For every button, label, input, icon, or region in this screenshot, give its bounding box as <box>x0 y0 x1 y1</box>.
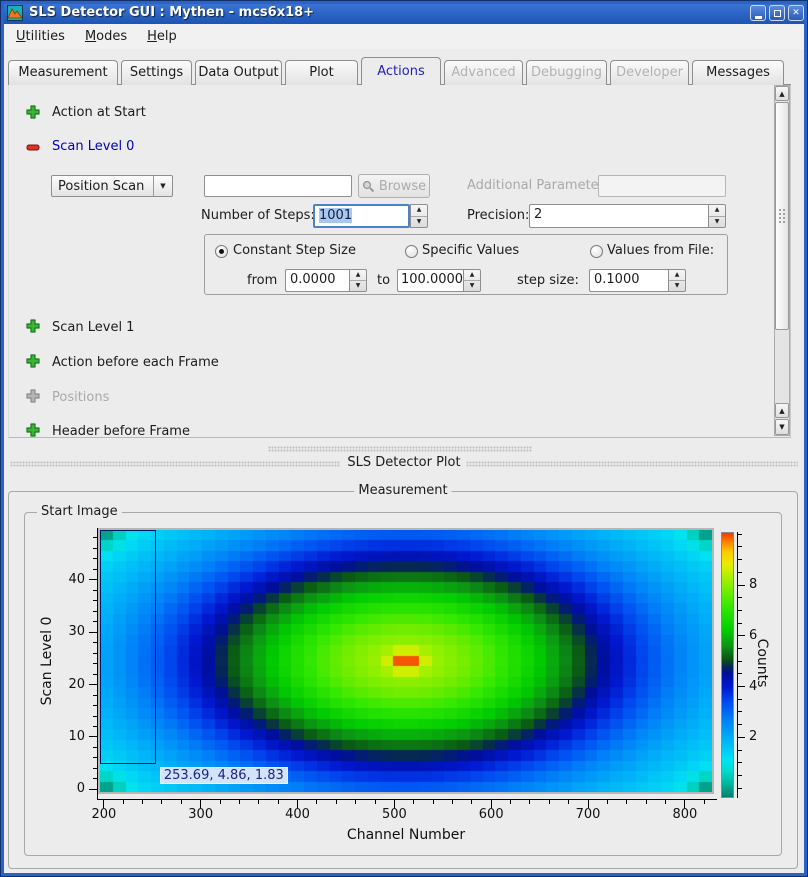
action-row-action-at-start[interactable]: Action at Start <box>52 105 146 120</box>
spin-up-icon[interactable]: ▲ <box>411 205 427 217</box>
menu-bar: Utilities Modes Help <box>4 24 804 49</box>
scrollbar-thumb[interactable] <box>775 102 789 330</box>
step-size-label: step size: <box>517 273 579 288</box>
scroll-up-button-2[interactable]: ▲ <box>775 403 789 418</box>
tab-actions[interactable]: Actions <box>361 57 441 85</box>
scrollbar-grip <box>778 208 787 224</box>
cursor-position-readout: 253.69, 4.86, 1.83 <box>160 767 288 784</box>
number-of-steps-spinbox[interactable]: 1001 ▲▼ <box>313 204 428 228</box>
scroll-up-icon: ▲ <box>779 407 784 415</box>
action-row-positions: Positions <box>52 390 109 405</box>
additional-parameter-input <box>598 175 726 197</box>
expand-plus-icon-disabled <box>25 388 41 404</box>
browse-button: Browse <box>358 174 430 198</box>
additional-parameter-label: Additional Parameter: <box>467 178 608 193</box>
zoom-selection-rect <box>100 530 156 764</box>
precision-value[interactable]: 2 <box>529 204 708 228</box>
spin-down-icon[interactable]: ▼ <box>669 281 685 291</box>
spin-down-icon[interactable]: ▼ <box>709 217 725 228</box>
splitter-handle[interactable] <box>268 446 532 452</box>
expand-plus-icon[interactable] <box>25 353 41 369</box>
plot-dock-title: SLS Detector Plot <box>0 455 808 470</box>
action-row-header-before-frame[interactable]: Header before Frame <box>52 424 190 439</box>
measurement-group-title: Measurement <box>354 483 451 498</box>
spin-down-icon[interactable]: ▼ <box>350 281 366 291</box>
from-value[interactable]: 0.0000 <box>285 269 349 292</box>
scan-mode-value: Position Scan <box>52 179 153 194</box>
precision-spinbox[interactable]: 2 ▲▼ <box>529 204 726 228</box>
magnifier-icon <box>362 180 375 193</box>
radio-specific-values[interactable] <box>405 245 418 258</box>
scan-mode-select[interactable]: Position Scan ▼ <box>51 175 173 197</box>
colorbar <box>721 532 734 798</box>
spin-up-icon[interactable]: ▲ <box>709 205 725 217</box>
browse-label: Browse <box>379 179 426 194</box>
title-bar[interactable]: SLS Detector GUI : Mythen - mcs6x18+ ✕ <box>1 1 807 24</box>
menu-utilities[interactable]: Utilities <box>8 27 73 46</box>
tab-data-output[interactable]: Data Output <box>195 60 282 85</box>
tab-bar: Measurement Settings Data Output Plot Ac… <box>8 57 787 85</box>
action-row-scan-level-0[interactable]: Scan Level 0 <box>52 139 134 154</box>
spin-up-icon[interactable]: ▲ <box>464 270 480 281</box>
scroll-up-icon: ▲ <box>779 90 784 98</box>
from-spinbox[interactable]: 0.0000 ▲▼ <box>285 269 367 292</box>
tab-developer: Developer <box>610 60 689 85</box>
spin-down-icon[interactable]: ▼ <box>411 217 427 228</box>
spin-up-icon[interactable]: ▲ <box>350 270 366 281</box>
window-title: SLS Detector GUI : Mythen - mcs6x18+ <box>29 5 314 20</box>
radio-values-from-file[interactable] <box>590 245 603 258</box>
radio-on-icon <box>219 249 224 254</box>
tab-plot[interactable]: Plot <box>285 60 358 85</box>
to-spinbox[interactable]: 100.0000 ▲▼ <box>397 269 481 292</box>
app-icon <box>7 5 23 21</box>
expand-plus-icon[interactable] <box>25 318 41 334</box>
step-size-spinbox[interactable]: 0.1000 ▲▼ <box>589 269 686 292</box>
close-icon: ✕ <box>792 9 800 18</box>
menu-help[interactable]: Help <box>139 27 185 46</box>
scroll-down-button[interactable]: ▼ <box>775 419 789 435</box>
y-axis-title: Scan Level 0 <box>39 617 55 706</box>
maximize-button[interactable] <box>769 5 785 21</box>
from-label: from <box>247 273 277 288</box>
radio-values-from-file-label[interactable]: Values from File: <box>607 243 714 258</box>
scan-script-input[interactable] <box>204 175 352 197</box>
scroll-down-icon: ▼ <box>779 423 784 431</box>
heatmap-canvas[interactable] <box>100 530 712 792</box>
expand-plus-icon[interactable] <box>25 104 41 120</box>
start-image-title: Start Image <box>37 504 122 519</box>
minimize-icon <box>755 16 762 19</box>
maximize-icon <box>774 10 781 17</box>
chevron-down-icon[interactable]: ▼ <box>153 176 172 196</box>
scroll-up-button[interactable]: ▲ <box>775 86 789 101</box>
tab-advanced: Advanced <box>444 60 523 85</box>
radio-specific-values-label[interactable]: Specific Values <box>422 243 519 258</box>
vertical-scrollbar[interactable]: ▲ ▲ ▼ <box>774 85 790 436</box>
expand-plus-icon[interactable] <box>25 422 41 438</box>
step-size-value[interactable]: 0.1000 <box>589 269 668 292</box>
x-axis-title: Channel Number <box>347 827 465 843</box>
close-button[interactable]: ✕ <box>788 5 804 21</box>
tab-measurement[interactable]: Measurement <box>8 60 118 85</box>
tab-messages[interactable]: Messages <box>692 60 784 85</box>
tab-settings[interactable]: Settings <box>121 60 192 85</box>
to-label: to <box>377 273 390 288</box>
spin-down-icon[interactable]: ▼ <box>464 281 480 291</box>
action-row-action-before-each-frame[interactable]: Action before each Frame <box>52 355 219 370</box>
minimize-button[interactable] <box>750 5 766 21</box>
menu-modes[interactable]: Modes <box>77 27 135 46</box>
action-row-scan-level-1[interactable]: Scan Level 1 <box>52 320 134 335</box>
collapse-minus-icon[interactable] <box>25 139 41 155</box>
tab-debugging: Debugging <box>526 60 607 85</box>
actions-panel: Action at Start Scan Level 0 Position Sc… <box>8 85 791 438</box>
colorbar-title: Counts <box>754 639 770 688</box>
spin-up-icon[interactable]: ▲ <box>669 270 685 281</box>
precision-label: Precision: <box>467 208 529 223</box>
radio-constant-step-size[interactable] <box>215 245 228 258</box>
to-value[interactable]: 100.0000 <box>397 269 463 292</box>
radio-constant-step-size-label[interactable]: Constant Step Size <box>233 243 356 258</box>
number-of-steps-value[interactable]: 1001 <box>319 208 352 223</box>
number-of-steps-label: Number of Steps: <box>201 208 315 223</box>
